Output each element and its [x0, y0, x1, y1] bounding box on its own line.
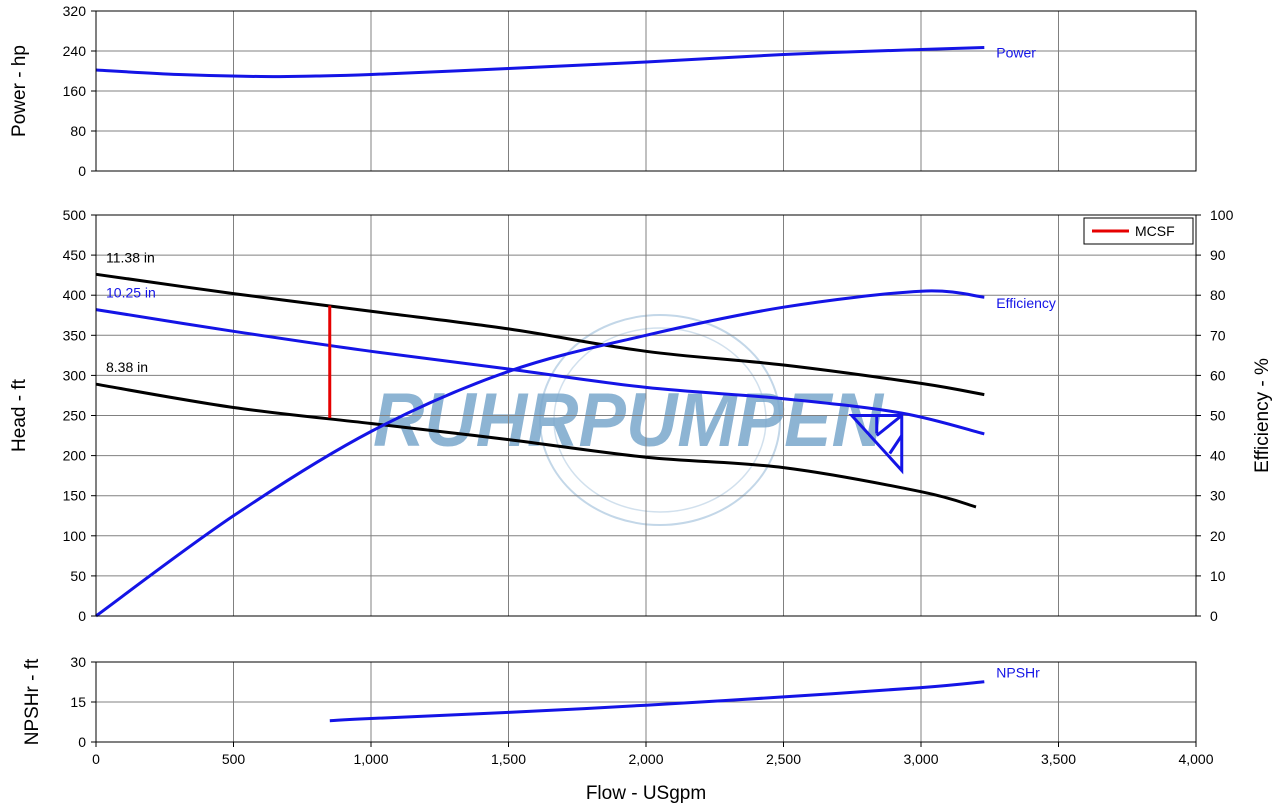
y2-tick-label: 40 [1210, 448, 1226, 464]
y2-tick-label: 100 [1210, 207, 1234, 223]
power-curve [95, 46, 985, 79]
x-tick-label: 2,500 [766, 751, 801, 767]
8-38-in-label: 8.38 in [106, 359, 148, 375]
bep-hatch [875, 414, 903, 437]
efficiency-label: Efficiency [996, 295, 1056, 311]
panel-frame [95, 661, 1197, 743]
y-tick-label: 250 [63, 408, 87, 424]
y2-tick-label: 90 [1210, 247, 1226, 263]
y-tick-label: 500 [63, 207, 87, 223]
tick-labels: 0801602403200501001502002503003504004505… [63, 3, 1234, 767]
10-25-in-label: 10.25 in [106, 285, 156, 301]
ruhrpumpen-watermark: RUHRPUMPEN [373, 314, 885, 526]
axis-titles: Power - hp Head - ft Efficiency - % NPSHr -… [9, 45, 1273, 804]
y-tick-label: 200 [63, 448, 87, 464]
x-tick-label: 1,000 [353, 751, 388, 767]
y-tick-label: 0 [78, 734, 86, 750]
x-tick-label: 3,000 [903, 751, 938, 767]
y-tick-label: 320 [63, 3, 87, 19]
panel-frame [95, 214, 1197, 617]
x-tick-label: 4,000 [1178, 751, 1213, 767]
y-tick-label: 400 [63, 287, 87, 303]
y-tick-label: 0 [78, 163, 86, 179]
x-tick-label: 0 [92, 751, 100, 767]
y2-tick-label: 20 [1210, 528, 1226, 544]
legend-mcsf-label: MCSF [1135, 223, 1175, 239]
y-tick-label: 50 [70, 568, 86, 584]
y-tick-label: 0 [78, 608, 86, 624]
y2-axis-title: Efficiency - % [1252, 358, 1273, 473]
x-axis-title: Flow - USgpm [586, 783, 706, 804]
y2-tick-label: 0 [1210, 608, 1218, 624]
watermark-ring [539, 314, 781, 526]
11-38-in-label: 11.38 in [106, 249, 155, 265]
y-axis-title: Power - hp [9, 45, 30, 137]
y2-tick-label: 10 [1210, 568, 1226, 584]
series-layer: Power 11.38 in 10.25 in 8.38 in Efficiency NP… [95, 45, 1056, 723]
x-tick-label: 3,500 [1041, 751, 1076, 767]
x-tick-label: 2,000 [628, 751, 663, 767]
watermark-text: RUHRPUMPEN [373, 378, 885, 463]
x-tick-label: 500 [222, 751, 246, 767]
11-38-in-head-curve [95, 272, 985, 397]
y-tick-label: 150 [63, 488, 87, 504]
y2-tick-label: 50 [1210, 408, 1226, 424]
panel-frame [95, 10, 1197, 172]
y2-tick-label: 70 [1210, 327, 1226, 343]
y-tick-label: 350 [63, 327, 87, 343]
y-tick-label: 80 [70, 123, 86, 139]
grid-lines [91, 10, 1201, 747]
y-tick-label: 450 [63, 247, 87, 263]
y-axis-title: Head - ft [9, 378, 30, 452]
y-tick-label: 15 [70, 694, 86, 710]
10-25-in-head-curve [95, 308, 985, 436]
y2-tick-label: 80 [1210, 287, 1226, 303]
power-label: Power [996, 45, 1036, 61]
y-tick-label: 100 [63, 528, 87, 544]
panel-frames [95, 10, 1197, 743]
y-tick-label: 300 [63, 367, 87, 383]
y-tick-label: 160 [63, 83, 87, 99]
8-38-in-head-curve [95, 382, 977, 509]
efficiency-curve [95, 289, 985, 618]
bep-hatch [888, 434, 903, 455]
y-axis-title: NPSHr - ft [22, 658, 43, 745]
y2-tick-label: 30 [1210, 488, 1226, 504]
watermark-ring-inner [553, 327, 767, 513]
npshr-curve [329, 680, 985, 723]
y-tick-label: 30 [70, 654, 86, 670]
bep-marker [848, 414, 904, 475]
x-tick-label: 1,500 [491, 751, 526, 767]
npshr-label: NPSHr [996, 665, 1040, 681]
y-tick-label: 240 [63, 43, 87, 59]
legend: MCSF [1083, 217, 1194, 245]
y2-tick-label: 60 [1210, 367, 1226, 383]
